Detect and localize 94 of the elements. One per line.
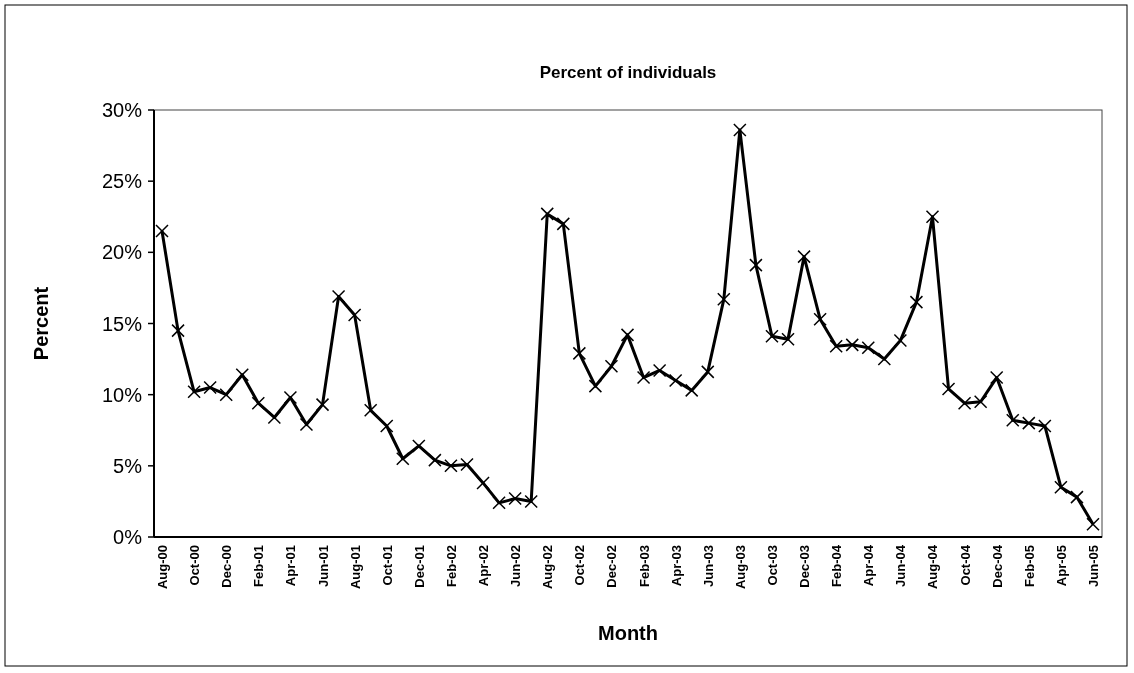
point: [203, 380, 217, 395]
point: [379, 419, 394, 433]
point: [219, 387, 233, 402]
x-tick-label: Dec-00: [219, 545, 235, 588]
point: [315, 397, 330, 412]
point: [845, 338, 859, 352]
point: [155, 224, 169, 238]
point: [428, 453, 442, 467]
point: [973, 395, 988, 409]
x-tick-label: Jun-04: [893, 544, 909, 587]
point: [909, 295, 924, 309]
point: [620, 328, 635, 342]
x-tick-label: Dec-03: [797, 545, 813, 588]
point: [652, 363, 667, 378]
x-tick-label: Dec-04: [989, 544, 1005, 588]
point: [861, 340, 876, 355]
x-tick-label: Feb-02: [443, 545, 459, 587]
x-tick-label: Feb-05: [1021, 545, 1037, 587]
x-tick-label: Oct-03: [764, 545, 780, 586]
point: [524, 494, 538, 509]
point: [251, 396, 266, 410]
x-tick-label: Dec-02: [604, 545, 620, 588]
point: [604, 359, 619, 373]
point: [1005, 413, 1020, 428]
point: [1054, 480, 1068, 494]
x-tick-label: Oct-04: [957, 544, 973, 586]
x-tick-label: Apr-05: [1053, 545, 1069, 587]
x-tick-label: Jun-02: [508, 545, 524, 587]
point: [1086, 517, 1100, 531]
point: [893, 333, 908, 348]
point: [396, 451, 410, 466]
y-tick-label: 5%: [113, 454, 143, 477]
point: [187, 385, 201, 399]
x-tick-label: Jun-01: [315, 545, 331, 587]
point: [171, 323, 185, 338]
x-tick-label: Apr-03: [668, 545, 684, 587]
point: [588, 379, 603, 393]
x-tick-label: Oct-02: [572, 545, 588, 586]
x-tick-label: Dec-01: [411, 545, 427, 588]
y-tick-label: 15%: [101, 312, 143, 335]
x-axis-title: Month: [598, 622, 658, 644]
x-tick-label: Oct-01: [379, 545, 395, 586]
point: [444, 459, 458, 473]
point: [636, 370, 651, 385]
x-tick-label: Aug-02: [540, 545, 556, 590]
y-tick-label: 10%: [101, 383, 143, 406]
x-tick-label: Jun-03: [700, 545, 716, 587]
point: [701, 365, 715, 379]
y-tick-label: 25%: [101, 170, 143, 193]
point: [813, 312, 827, 326]
point: [765, 329, 779, 344]
x-tick-label: Aug-03: [732, 545, 748, 590]
point: [733, 123, 747, 137]
point: [1070, 490, 1084, 504]
y-axis-title: Percent: [30, 286, 52, 361]
point: [717, 292, 731, 307]
point: [235, 367, 250, 382]
point: [829, 339, 843, 354]
point: [957, 396, 972, 410]
point: [1022, 416, 1036, 430]
point: [989, 370, 1004, 385]
point: [556, 217, 571, 231]
x-tick-label: Jun-05: [1086, 545, 1101, 587]
point: [781, 332, 795, 346]
x-tick-label: Aug-01: [347, 545, 363, 590]
x-tick-label: Oct-00: [187, 545, 203, 586]
point: [925, 210, 940, 224]
y-tick-label: 0%: [113, 526, 143, 548]
x-tick-label: Aug-00: [155, 545, 170, 590]
point: [684, 383, 699, 398]
x-tick-label: Feb-04: [829, 544, 845, 587]
x-tick-label: Apr-04: [861, 544, 877, 587]
point: [572, 346, 587, 361]
point: [363, 403, 378, 418]
point: [492, 496, 506, 510]
point: [460, 457, 474, 472]
x-tick-label: Apr-02: [476, 545, 492, 587]
y-tick-label: 30%: [101, 99, 143, 121]
x-tick-label: Feb-01: [251, 545, 267, 587]
point: [508, 491, 522, 506]
point: [749, 258, 763, 272]
point: [540, 207, 554, 221]
point: [347, 308, 362, 322]
chart-title: Percent of individuals: [539, 63, 717, 82]
x-tick-label: Apr-01: [283, 545, 299, 587]
point: [877, 352, 892, 366]
x-tick-label: Aug-04: [925, 544, 941, 590]
point: [797, 249, 811, 264]
y-tick-label: 20%: [101, 241, 143, 264]
point: [1038, 419, 1052, 433]
point: [331, 289, 346, 304]
point: [941, 382, 956, 396]
x-tick-label: Feb-03: [636, 545, 652, 587]
point: [668, 373, 683, 388]
